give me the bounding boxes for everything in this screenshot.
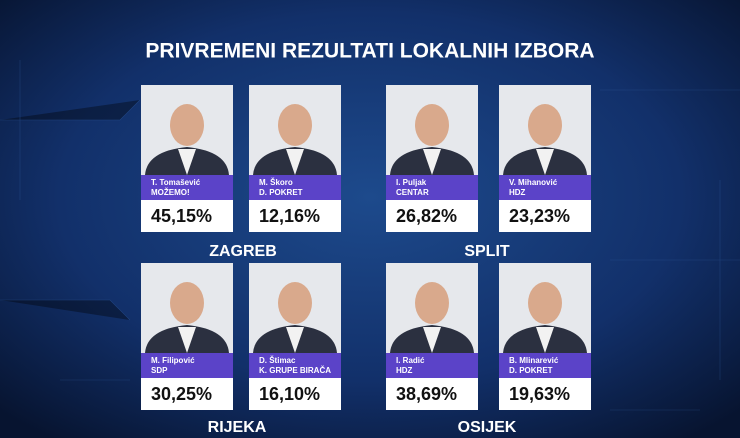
photo-shirt [178, 149, 196, 175]
result-box [386, 200, 478, 232]
candidate-result: 45,15% [151, 206, 212, 226]
title: PRIVREMENI REZULTATI LOKALNIH IZBORA [145, 40, 594, 63]
candidate-result: 30,25% [151, 384, 212, 404]
photo-shirt [536, 149, 554, 175]
photo-head [278, 104, 312, 146]
result-box [141, 200, 233, 232]
photo-shirt [536, 327, 554, 353]
photo-head [170, 282, 204, 324]
candidate-party: SDP [151, 366, 168, 375]
photo-shirt [178, 327, 196, 353]
city-name: ZAGREB [209, 243, 277, 260]
candidate-party: CENTAR [396, 188, 429, 197]
candidate-name: I. Radić [396, 356, 425, 365]
candidate-result: 12,16% [259, 206, 320, 226]
name-strip [141, 175, 233, 200]
city-name: RIJEKA [208, 419, 267, 436]
name-strip [141, 353, 233, 378]
photo-shirt [286, 149, 304, 175]
photo-shirt [423, 149, 441, 175]
candidate-name: M. Filipović [151, 356, 195, 365]
result-box [499, 378, 591, 410]
name-strip [386, 175, 478, 200]
candidate-result: 19,63% [509, 384, 570, 404]
photo-head [415, 104, 449, 146]
name-strip [499, 353, 591, 378]
photo-head [528, 282, 562, 324]
photo-shirt [423, 327, 441, 353]
candidate-name: T. Tomašević [151, 178, 201, 187]
name-strip [249, 175, 341, 200]
result-box [141, 378, 233, 410]
name-strip [386, 353, 478, 378]
candidate-party: HDZ [396, 366, 413, 375]
result-box [249, 200, 341, 232]
result-box [499, 200, 591, 232]
photo-head [415, 282, 449, 324]
name-strip [249, 353, 341, 378]
photo-head [528, 104, 562, 146]
candidate-name: B. Mlinarević [509, 356, 559, 365]
candidate-name: M. Škoro [259, 178, 293, 187]
photo-shirt [286, 327, 304, 353]
candidate-party: D. POKRET [509, 366, 553, 375]
candidate-result: 23,23% [509, 206, 570, 226]
result-box [249, 378, 341, 410]
candidate-party: K. GRUPE BIRAČA [259, 366, 331, 375]
name-strip [499, 175, 591, 200]
city-name: OSIJEK [458, 419, 517, 436]
photo-head [170, 104, 204, 146]
photo-head [278, 282, 312, 324]
result-box [386, 378, 478, 410]
candidate-party: MOŽEMO! [151, 188, 190, 197]
candidate-party: HDZ [509, 188, 526, 197]
candidate-name: D. Štimac [259, 356, 296, 365]
candidate-party: D. POKRET [259, 188, 303, 197]
candidate-result: 38,69% [396, 384, 457, 404]
candidate-result: 16,10% [259, 384, 320, 404]
circuit-pattern [0, 60, 740, 411]
candidate-result: 26,82% [396, 206, 457, 226]
candidate-name: I. Puljak [396, 178, 427, 187]
candidate-name: V. Mihanović [509, 178, 558, 187]
city-name: SPLIT [464, 243, 510, 260]
